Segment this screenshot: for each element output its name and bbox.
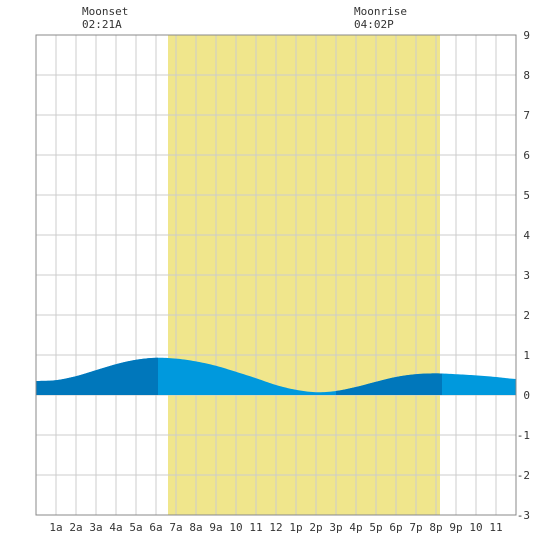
y-tick-label: 3 xyxy=(523,269,530,282)
y-tick-label: 0 xyxy=(523,389,530,402)
x-tick-label: 3p xyxy=(329,521,342,534)
x-tick-label: 11 xyxy=(249,521,262,534)
plot-frame xyxy=(35,34,517,516)
x-tick-label: 7p xyxy=(409,521,422,534)
x-tick-label: 4a xyxy=(109,521,122,534)
y-tick-label: -1 xyxy=(517,429,530,442)
moonset-title: Moonset xyxy=(82,5,129,18)
y-tick-label: 2 xyxy=(523,309,530,322)
frame-layer xyxy=(35,34,517,516)
x-tick-label: 5a xyxy=(129,521,142,534)
moonset-label: Moonset 02:21A xyxy=(82,5,128,31)
y-tick-label: -3 xyxy=(517,509,530,522)
grid-layer xyxy=(36,34,516,516)
x-axis-ticks: 1a 2a 3a 4a 5a 6a 7a 8a 9a 10 11 12 1p 2p 3p 4p 5p 6p 7p 8p… xyxy=(49,521,502,534)
y-tick-label: 7 xyxy=(523,109,530,122)
x-tick-label: 7a xyxy=(169,521,182,534)
x-tick-label: 2a xyxy=(69,521,82,534)
y-tick-label: 8 xyxy=(523,69,530,82)
x-tick-label: 1a xyxy=(49,521,62,534)
y-axis-ticks: -3 -2 -1 0 1 2 3 4 5 6 7 8 9 xyxy=(517,29,531,522)
x-tick-label: 6a xyxy=(149,521,162,534)
y-tick-label: 5 xyxy=(523,189,530,202)
x-tick-label: 6p xyxy=(389,521,402,534)
x-tick-label: 9p xyxy=(449,521,462,534)
y-tick-label: 1 xyxy=(523,349,530,362)
x-tick-label: 1p xyxy=(289,521,302,534)
x-tick-label: 3a xyxy=(89,521,102,534)
x-tick-label: 11 xyxy=(489,521,502,534)
x-tick-label: 5p xyxy=(369,521,382,534)
x-tick-label: 2p xyxy=(309,521,322,534)
x-tick-label: 8p xyxy=(429,521,442,534)
x-tick-label: 8a xyxy=(189,521,202,534)
x-tick-label: 10 xyxy=(469,521,482,534)
x-tick-label: 9a xyxy=(209,521,222,534)
x-tick-label: 12 xyxy=(269,521,282,534)
tide-area-dark xyxy=(336,373,442,395)
x-tick-label: 10 xyxy=(229,521,242,534)
moonset-time: 02:21A xyxy=(82,18,122,31)
tide-area-dark xyxy=(50,357,158,395)
tide-layer xyxy=(36,357,516,395)
moonrise-title: Moonrise xyxy=(354,5,407,18)
moonrise-time: 04:02P xyxy=(354,18,394,31)
y-tick-label: 4 xyxy=(523,229,530,242)
y-tick-label: 9 xyxy=(523,29,530,42)
moonrise-label: Moonrise 04:02P xyxy=(354,5,407,31)
x-tick-label: 4p xyxy=(349,521,362,534)
tide-area-dark xyxy=(36,380,50,395)
y-tick-label: -2 xyxy=(517,469,530,482)
y-tick-label: 6 xyxy=(523,149,530,162)
